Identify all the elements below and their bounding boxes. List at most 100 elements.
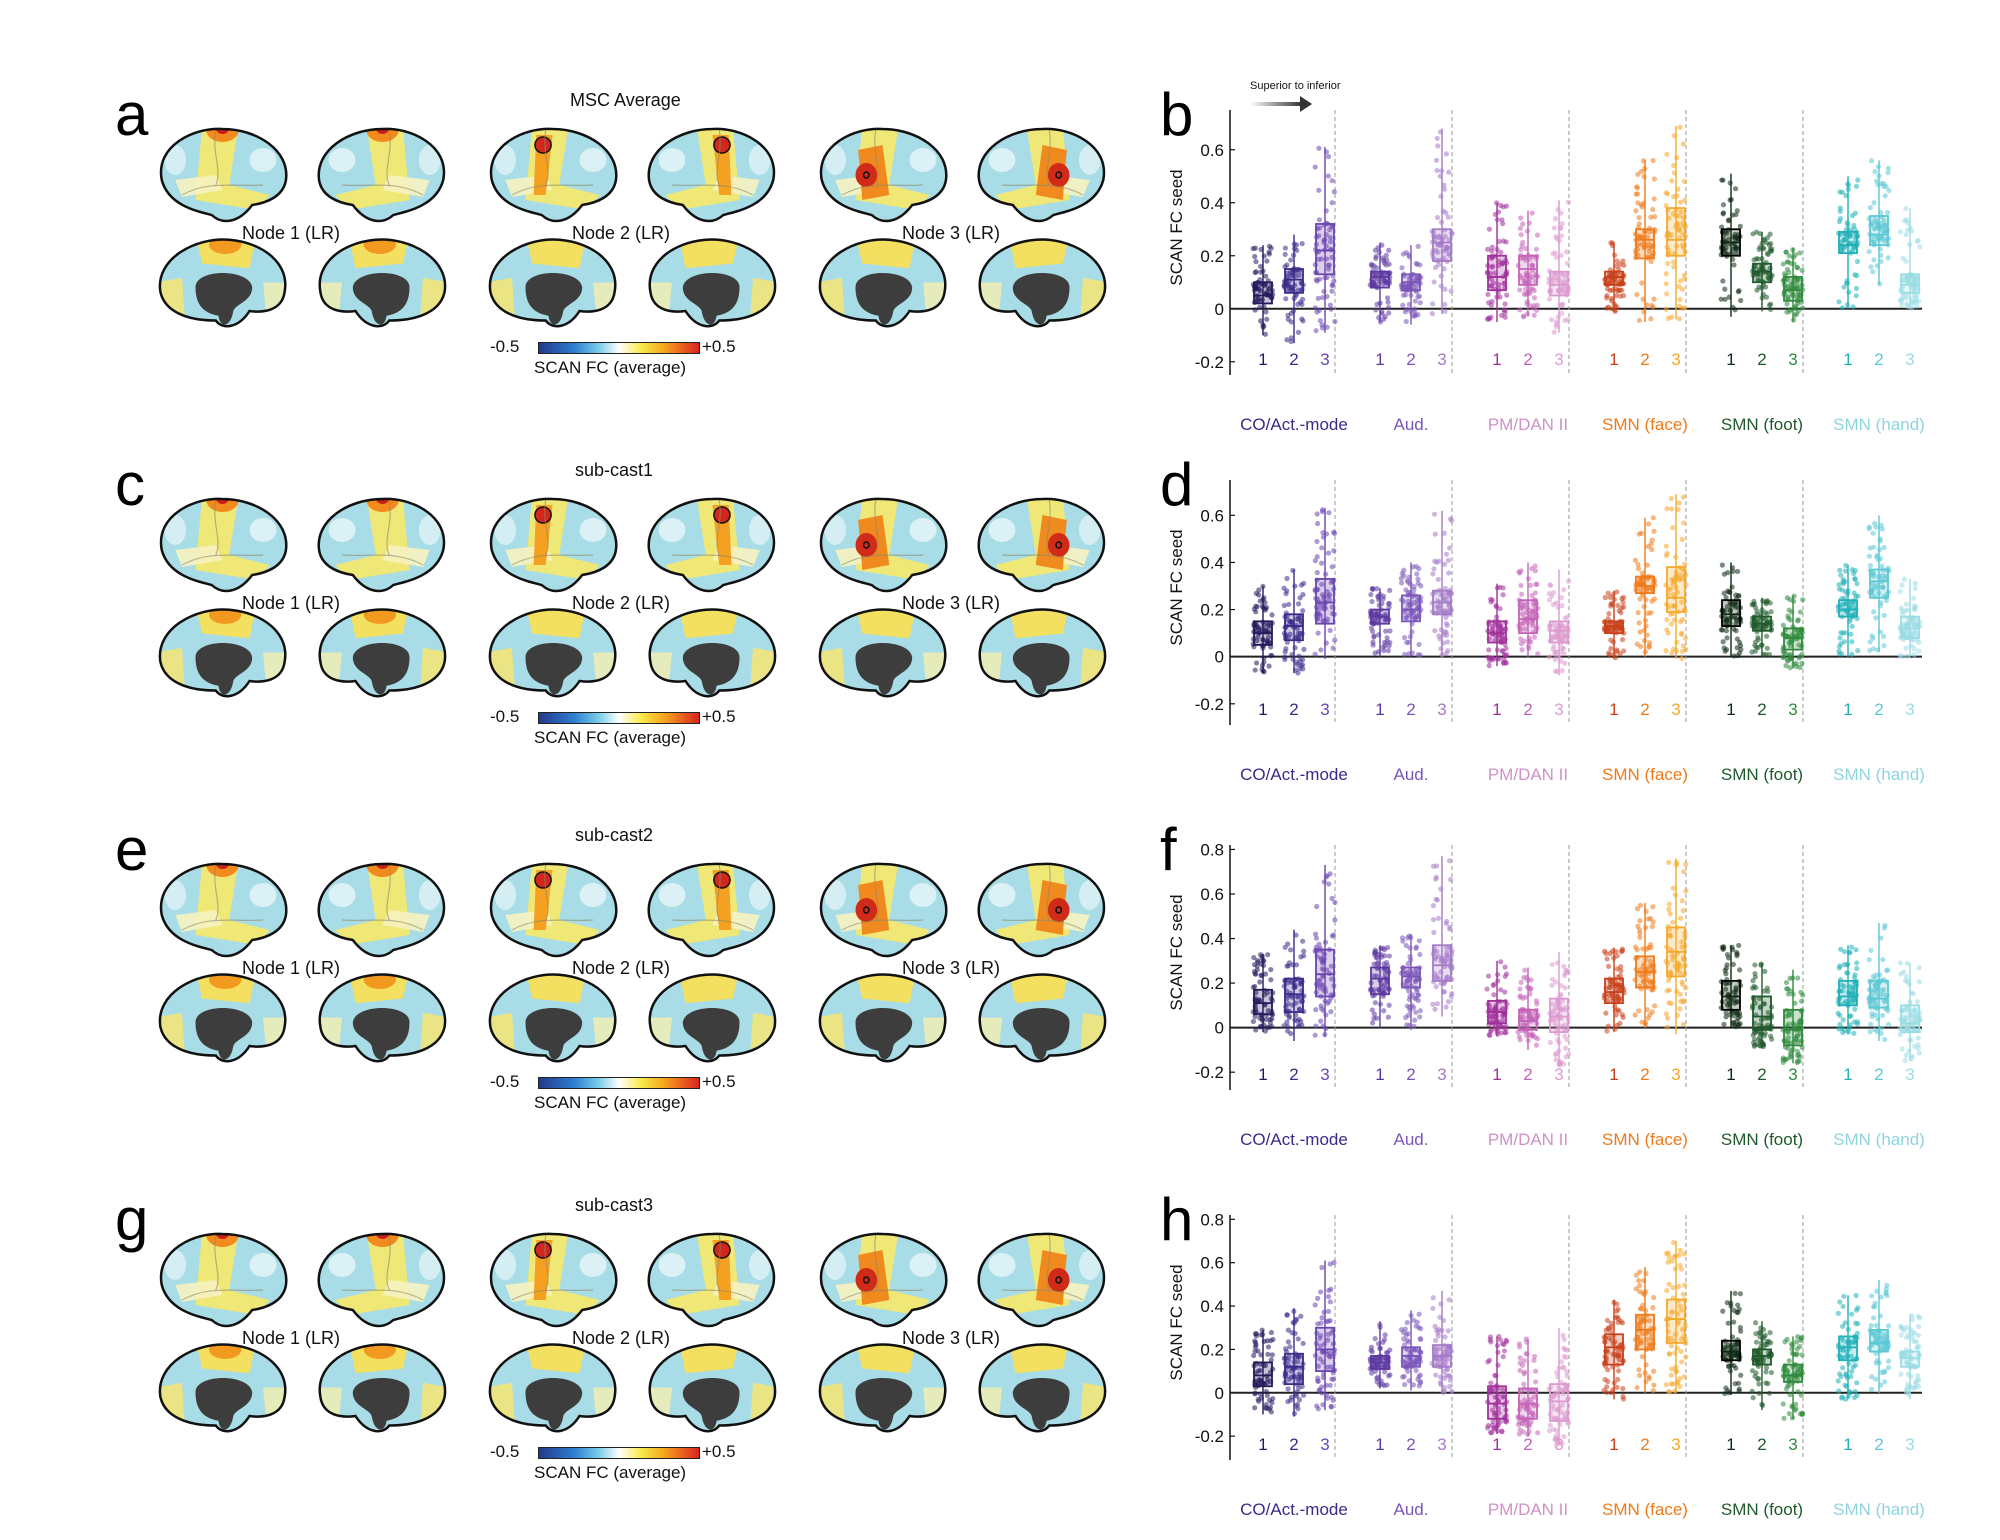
data-point (1517, 287, 1522, 292)
box-face-3 (1664, 125, 1689, 322)
box-iqr (1901, 274, 1919, 293)
data-point (1255, 958, 1260, 963)
data-point (1560, 221, 1565, 226)
data-point (1898, 229, 1903, 234)
brain-medial-view (975, 605, 1110, 700)
subcategory-label: 1 (1609, 1065, 1618, 1084)
data-point (1728, 180, 1733, 185)
data-point (1615, 966, 1620, 971)
data-point (1797, 250, 1802, 255)
data-point (1562, 973, 1567, 978)
data-point (1664, 617, 1669, 622)
data-point (1550, 962, 1555, 967)
data-point (1606, 964, 1611, 969)
data-point (1415, 577, 1420, 582)
data-point (1903, 1058, 1908, 1063)
data-point (1316, 1388, 1321, 1393)
data-point (1614, 1301, 1619, 1306)
data-point (1489, 303, 1494, 308)
data-point (1620, 1386, 1625, 1391)
data-point (1635, 562, 1640, 567)
data-point (1430, 301, 1435, 306)
node-label: Node 3 (LR) (902, 593, 1000, 614)
data-point (1633, 944, 1638, 949)
data-point (1670, 920, 1675, 925)
data-point (1637, 935, 1642, 940)
data-point (1253, 1027, 1258, 1032)
colorbar-max-label: +0.5 (702, 337, 736, 357)
data-point (1522, 292, 1527, 297)
data-point (1442, 309, 1447, 314)
data-point (1331, 548, 1336, 553)
subcategory-label: 1 (1492, 1435, 1501, 1454)
data-point (1293, 1331, 1298, 1336)
group-label: SMN (foot) (1721, 415, 1803, 434)
colorbar-min-label: -0.5 (490, 1442, 519, 1462)
group-label: SMN (face) (1602, 765, 1688, 784)
data-point (1565, 261, 1570, 266)
data-point (1643, 1022, 1648, 1027)
data-point (1733, 212, 1738, 217)
group-label: Aud. (1394, 1500, 1429, 1519)
data-point (1282, 1023, 1287, 1028)
data-point (1418, 1337, 1423, 1342)
data-point (1884, 598, 1889, 603)
box-co-1 (1251, 244, 1276, 337)
data-point (1851, 223, 1856, 228)
data-point (1669, 650, 1674, 655)
data-point (1853, 594, 1858, 599)
data-point (1490, 245, 1495, 250)
box-iqr (1870, 570, 1888, 598)
box-iqr (1254, 282, 1272, 303)
data-point (1300, 939, 1305, 944)
data-point (1431, 1295, 1436, 1300)
data-point (1664, 281, 1669, 286)
data-point (1371, 642, 1376, 647)
data-point (1404, 307, 1409, 312)
data-point (1258, 598, 1263, 603)
y-axis-label: SCAN FC seed (1167, 169, 1186, 285)
box-iqr (1519, 256, 1537, 285)
box-iqr (1753, 996, 1771, 1029)
data-point (1447, 1384, 1452, 1389)
data-point (1329, 289, 1334, 294)
data-point (1845, 220, 1850, 225)
arrow-shaft (1250, 102, 1302, 106)
box-co-2 (1282, 235, 1306, 344)
subcategory-label: 1 (1375, 1065, 1384, 1084)
data-point (1850, 624, 1855, 629)
box-aud-3 (1430, 129, 1455, 317)
data-point (1314, 539, 1319, 544)
data-point (1682, 179, 1687, 184)
data-point (1491, 992, 1496, 997)
data-point (1677, 297, 1682, 302)
data-point (1519, 647, 1524, 652)
data-point (1867, 554, 1872, 559)
data-point (1881, 634, 1886, 639)
data-point (1301, 1341, 1306, 1346)
data-point (1495, 1363, 1500, 1368)
colorbar-gradient (538, 342, 700, 354)
data-point (1387, 1372, 1392, 1377)
data-point (1886, 255, 1891, 260)
data-point (1295, 302, 1300, 307)
data-point (1682, 198, 1687, 203)
box-aud-2 (1399, 244, 1423, 325)
colorbar-max-label: +0.5 (702, 707, 736, 727)
data-point (1292, 584, 1297, 589)
data-point (1868, 639, 1873, 644)
data-point (1298, 1314, 1303, 1319)
data-point (1252, 1405, 1257, 1410)
subcategory-label: 2 (1289, 1065, 1298, 1084)
data-point (1449, 994, 1454, 999)
data-point (1854, 286, 1859, 291)
data-point (1621, 648, 1626, 653)
y-tick-label: 0.6 (1200, 506, 1224, 525)
data-point (1680, 537, 1685, 542)
data-point (1652, 196, 1657, 201)
subcategory-label: 1 (1843, 700, 1852, 719)
box-iqr (1550, 621, 1568, 642)
data-point (1282, 657, 1287, 662)
data-point (1911, 991, 1916, 996)
data-point (1490, 1423, 1495, 1428)
